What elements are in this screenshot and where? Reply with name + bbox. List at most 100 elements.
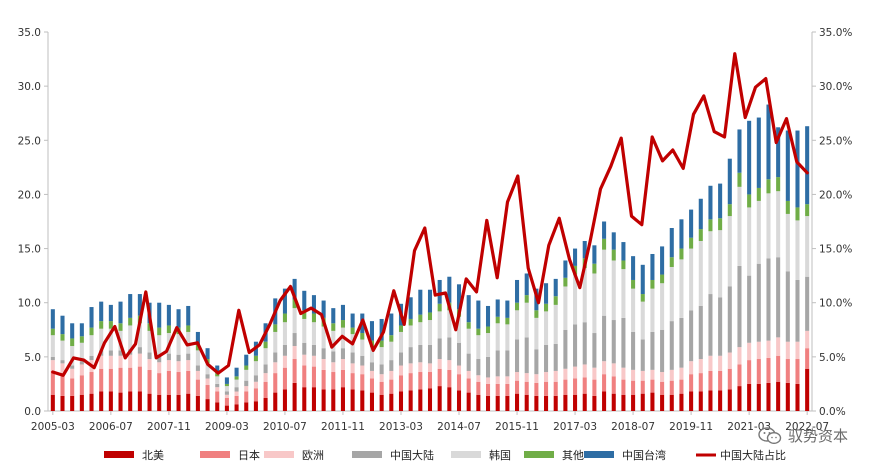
bar-segment bbox=[350, 313, 355, 328]
bar-segment bbox=[263, 364, 268, 374]
bar-segment bbox=[505, 376, 510, 384]
bar-segment bbox=[418, 362, 423, 373]
bar-segment bbox=[805, 204, 810, 217]
bar-segment bbox=[640, 301, 645, 340]
bar-segment bbox=[573, 366, 578, 379]
bar-segment bbox=[466, 353, 471, 371]
bar-segment bbox=[650, 379, 655, 393]
bar-segment bbox=[689, 361, 694, 375]
bar-segment bbox=[418, 289, 423, 315]
bar-segment bbox=[776, 337, 781, 356]
bar-segment bbox=[70, 365, 75, 369]
bar-segment bbox=[447, 360, 452, 370]
bar-segment bbox=[302, 387, 307, 411]
bar-segment bbox=[408, 318, 413, 326]
bar-segment bbox=[282, 313, 287, 323]
bar-segment bbox=[602, 221, 607, 239]
bar-segment bbox=[621, 394, 626, 411]
bar-segment bbox=[408, 390, 413, 411]
bar-segment bbox=[147, 330, 152, 353]
bar-segment bbox=[805, 330, 810, 349]
bar-segment bbox=[524, 302, 529, 338]
bar-segment bbox=[747, 194, 752, 208]
bar-segment bbox=[524, 373, 529, 382]
bar-segment bbox=[311, 355, 316, 367]
bar-segment bbox=[176, 361, 181, 373]
bar-segment bbox=[60, 315, 65, 335]
bar-segment bbox=[157, 373, 162, 395]
bar-segment bbox=[669, 394, 674, 411]
bar-segment bbox=[282, 355, 287, 368]
bar-segment bbox=[515, 302, 520, 311]
bar-segment bbox=[621, 242, 626, 261]
legend-label: 北美 bbox=[142, 449, 164, 462]
bar-segment bbox=[118, 392, 123, 411]
bar-segment bbox=[70, 368, 75, 379]
bar-segment bbox=[747, 383, 752, 411]
bar-segment bbox=[50, 309, 55, 329]
bar-segment bbox=[766, 382, 771, 411]
bar-segment bbox=[631, 279, 636, 289]
bar-segment bbox=[456, 365, 462, 375]
bar-segment bbox=[631, 288, 636, 332]
bar-segment bbox=[621, 317, 626, 368]
bar-segment bbox=[756, 383, 761, 411]
bar-segment bbox=[476, 394, 481, 411]
bar-segment bbox=[698, 240, 703, 306]
bar-segment bbox=[669, 369, 674, 381]
bar-segment bbox=[718, 230, 723, 298]
bar-segment bbox=[631, 380, 636, 395]
x-tick-label: 2017-03 bbox=[553, 421, 597, 433]
x-tick-label: 2022-07 bbox=[785, 421, 829, 433]
bar-segment bbox=[224, 386, 229, 392]
bar-segment bbox=[611, 232, 616, 250]
bar-segment bbox=[737, 364, 742, 387]
bar-segment bbox=[795, 359, 800, 384]
bar-segment bbox=[292, 308, 297, 334]
legend-swatch bbox=[264, 451, 294, 458]
bar-segment bbox=[785, 382, 790, 411]
legend-label: 中国大陆占比 bbox=[720, 448, 786, 462]
bar-segment bbox=[427, 363, 433, 373]
bar-segment bbox=[805, 368, 810, 411]
bar-segment bbox=[437, 359, 442, 369]
bar-segment bbox=[379, 340, 384, 348]
bar-segment bbox=[805, 276, 810, 331]
bar-segment bbox=[369, 321, 374, 341]
bar-segment bbox=[660, 394, 665, 411]
right-tick-label: 20.0% bbox=[819, 189, 852, 201]
bar-segment bbox=[669, 321, 674, 370]
bar-segment bbox=[766, 357, 771, 383]
bar-segment bbox=[50, 335, 55, 357]
wechat-logo-icon bbox=[758, 426, 782, 444]
bar-segment bbox=[427, 320, 433, 345]
bar-segment bbox=[466, 295, 471, 323]
x-tick-label: 2009-03 bbox=[205, 421, 249, 433]
bar-segment bbox=[137, 366, 142, 392]
bar-segment bbox=[224, 398, 229, 406]
bar-segment bbox=[437, 279, 442, 304]
legend-label: 欧洲 bbox=[302, 449, 324, 462]
bar-segment bbox=[708, 355, 713, 371]
bar-segment bbox=[118, 301, 123, 324]
bar-segment bbox=[456, 284, 462, 310]
bar-segment bbox=[282, 288, 287, 314]
bar-segment bbox=[621, 379, 626, 395]
bar-segment bbox=[456, 374, 462, 391]
bar-segment bbox=[108, 321, 113, 329]
bar-segment bbox=[427, 344, 433, 364]
bar-segment bbox=[186, 325, 191, 332]
bar-segment bbox=[398, 325, 404, 332]
bar-segment bbox=[215, 387, 220, 392]
bar-segment bbox=[369, 370, 374, 379]
bar-segment bbox=[650, 288, 655, 332]
bar-segment bbox=[573, 394, 578, 411]
bar-segment bbox=[544, 372, 549, 382]
bar-segment bbox=[737, 265, 742, 348]
bar-segment bbox=[311, 344, 316, 356]
bar-segment bbox=[79, 375, 84, 395]
bar-segment bbox=[631, 369, 636, 381]
bar-segment bbox=[234, 395, 239, 405]
bar-segment bbox=[350, 363, 355, 374]
bar-segment bbox=[476, 375, 481, 382]
